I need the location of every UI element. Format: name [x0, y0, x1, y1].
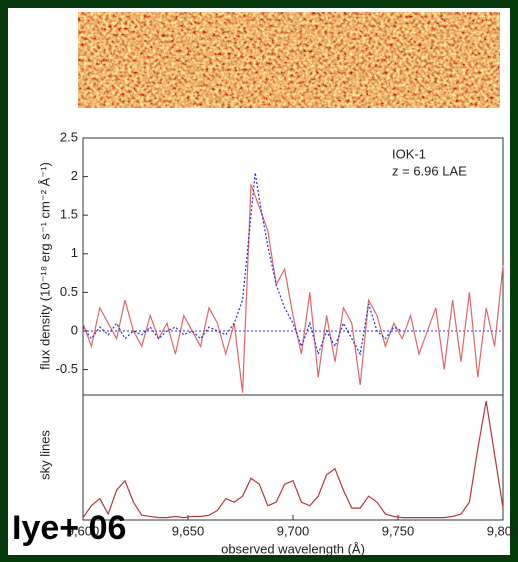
spectrum-line	[82, 400, 504, 519]
annotation: IOK-1	[392, 146, 426, 161]
x-axis-label: observed wavelength (Å)	[221, 541, 365, 556]
x-tick-label: 9,650	[172, 523, 205, 538]
x-tick-label: 9,700	[277, 523, 310, 538]
y-axis-label: flux density (10⁻¹⁸ erg s⁻¹ cm⁻² Å⁻¹)	[37, 162, 52, 370]
spectrum-line	[82, 172, 403, 357]
y-tick-label: 1	[71, 245, 78, 260]
y-tick-label: 1.5	[60, 207, 78, 222]
y-axis-label: sky lines	[37, 430, 52, 480]
y-tick-label: -0.5	[56, 361, 78, 376]
y-tick-label: 0.5	[60, 284, 78, 299]
spectrum-image	[78, 12, 500, 108]
x-tick-label: 9,750	[382, 523, 415, 538]
y-tick-label: 0	[71, 322, 78, 337]
x-tick-label: 9,800	[487, 523, 518, 538]
spectrum-line	[82, 184, 504, 393]
y-tick-label: 2	[71, 168, 78, 183]
credit: Iye+ 06	[12, 509, 126, 547]
annotation: z = 6.96 LAE	[392, 163, 467, 178]
y-tick-label: 2.5	[60, 129, 78, 144]
x-tick-label: 9,600	[67, 523, 100, 538]
